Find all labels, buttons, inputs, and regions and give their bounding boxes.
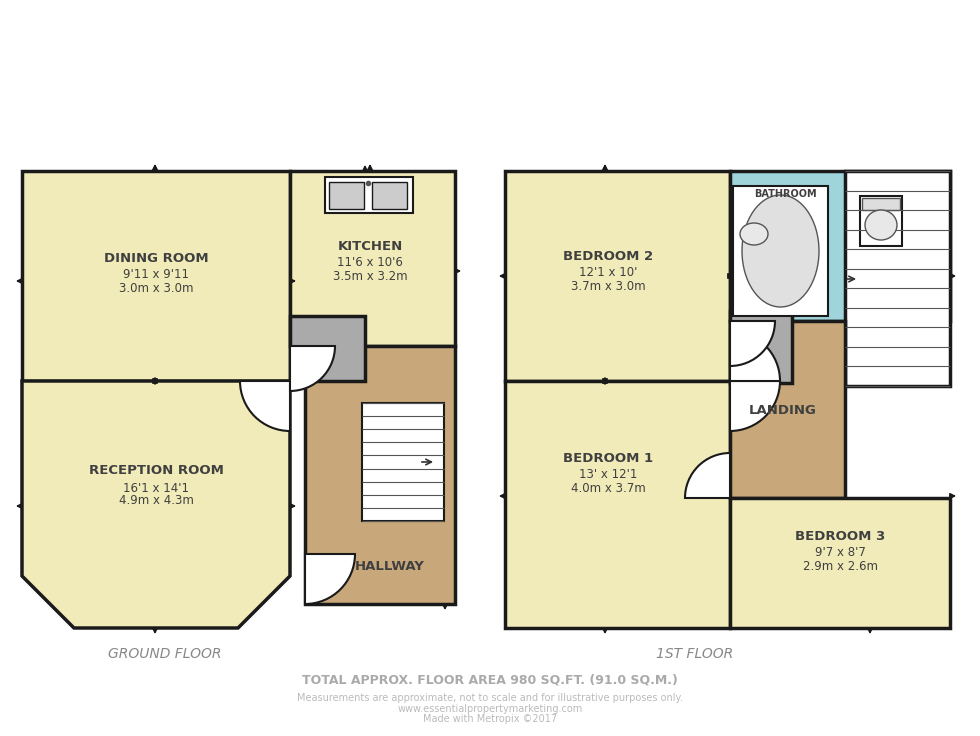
Text: 16'1 x 14'1: 16'1 x 14'1 [123,481,189,495]
Bar [362,403,444,521]
Text: 12'1 x 10': 12'1 x 10' [579,266,637,280]
Bar [305,346,455,604]
Bar [372,182,407,209]
Text: BEDROOM 1: BEDROOM 1 [563,451,653,464]
Bar [730,311,792,383]
Text: 9'11 x 9'11: 9'11 x 9'11 [123,269,189,281]
Bar [290,171,455,346]
Text: 9'7 x 8'7: 9'7 x 8'7 [814,547,865,559]
Text: 2.9m x 2.6m: 2.9m x 2.6m [803,559,877,573]
Text: Measurements are approximate, not to scale and for illustrative purposes only.: Measurements are approximate, not to sca… [297,693,683,703]
Bar [505,171,730,381]
Text: BEDROOM 2: BEDROOM 2 [563,250,653,263]
Bar [325,177,413,213]
Text: HALLWAY: HALLWAY [355,559,425,573]
Bar [845,171,950,386]
Wedge shape [290,346,335,391]
Bar [730,171,950,321]
Bar [22,171,290,381]
Bar [730,321,845,498]
Text: 1ST FLOOR: 1ST FLOOR [657,647,734,661]
Bar [505,381,730,628]
Text: DINING ROOM: DINING ROOM [104,252,209,264]
Text: 13' x 12'1: 13' x 12'1 [579,469,637,481]
Text: RECEPTION ROOM: RECEPTION ROOM [88,464,223,478]
Text: KITCHEN: KITCHEN [337,239,403,252]
Wedge shape [240,381,290,431]
Bar [329,182,364,209]
Text: 11'6 x 10'6: 11'6 x 10'6 [337,257,403,269]
Wedge shape [305,554,355,604]
Ellipse shape [740,223,768,245]
Polygon shape [22,381,290,628]
Text: 4.0m x 3.7m: 4.0m x 3.7m [570,481,646,495]
Text: GROUND FLOOR: GROUND FLOOR [108,647,221,661]
Text: 3.0m x 3.0m: 3.0m x 3.0m [119,281,193,294]
Text: BEDROOM 3: BEDROOM 3 [795,529,885,542]
Bar [860,196,902,246]
Bar [862,198,900,210]
Ellipse shape [742,195,819,307]
Bar [290,316,365,381]
Wedge shape [685,453,730,498]
Text: 3.5m x 3.2m: 3.5m x 3.2m [332,269,408,283]
Text: TOTAL APPROX. FLOOR AREA 980 SQ.FT. (91.0 SQ.M.): TOTAL APPROX. FLOOR AREA 980 SQ.FT. (91.… [302,673,678,687]
Text: 4.9m x 4.3m: 4.9m x 4.3m [119,495,193,508]
Wedge shape [730,331,780,381]
Ellipse shape [865,210,897,240]
Bar [730,498,950,628]
Text: Made with Metropix ©2017: Made with Metropix ©2017 [423,714,557,724]
Bar [733,186,828,316]
Text: LANDING: LANDING [749,405,817,417]
Wedge shape [730,381,780,431]
Text: www.essentialpropertymarketing.com: www.essentialpropertymarketing.com [397,704,583,714]
Text: BATHROOM: BATHROOM [754,189,816,199]
Wedge shape [730,321,775,366]
Text: 3.7m x 3.0m: 3.7m x 3.0m [570,280,645,292]
